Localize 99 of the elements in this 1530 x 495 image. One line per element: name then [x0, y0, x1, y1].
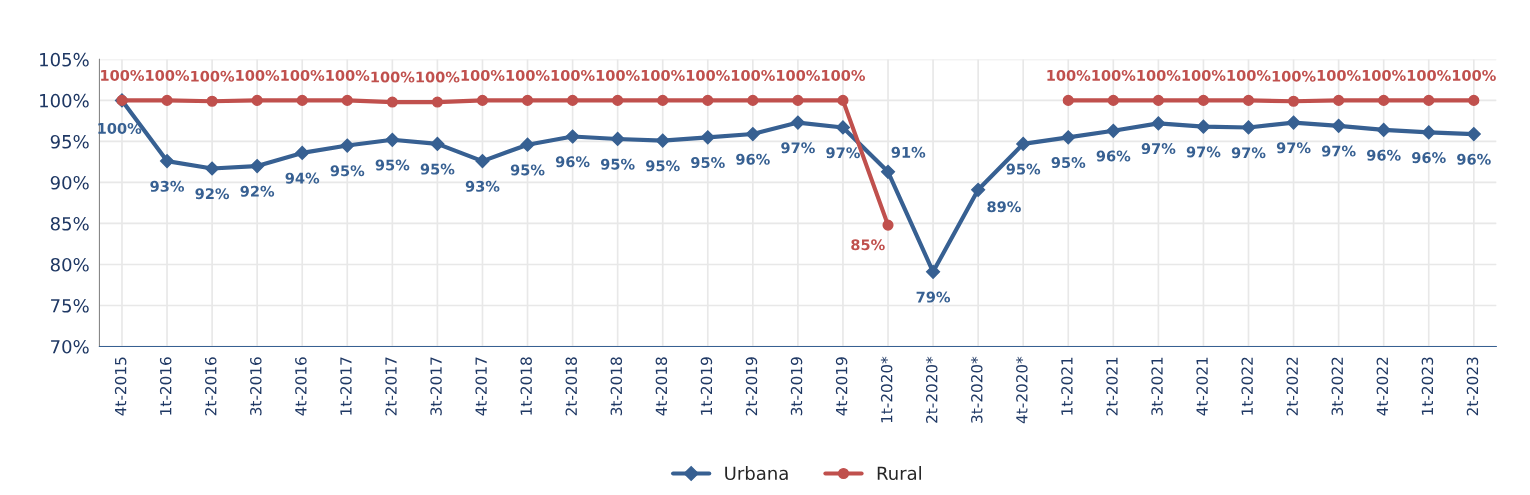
- data-label: 95%: [600, 158, 635, 170]
- x-tick-label: 4t-2021: [1196, 357, 1208, 416]
- data-label: 97%: [1231, 147, 1266, 159]
- data-label: 97%: [1321, 145, 1356, 157]
- data-label: 96%: [1096, 150, 1131, 162]
- data-label: 100%: [506, 69, 550, 81]
- data-label: 92%: [195, 188, 230, 200]
- x-tick-label: 3t-2016: [250, 357, 262, 416]
- y-tick-label: 85%: [50, 216, 89, 231]
- legend-label: Urbana: [725, 466, 788, 481]
- x-tick-label: 4t-2022: [1376, 357, 1389, 416]
- x-tick-label: 1t-2019: [700, 357, 713, 415]
- x-tick-label: 3t-2019: [790, 357, 803, 416]
- x-tick-label: 2t-2019: [745, 357, 758, 416]
- x-tick-label: 1t-2018: [520, 357, 532, 415]
- data-label: 100%: [1092, 69, 1136, 81]
- data-label: 97%: [1276, 142, 1311, 154]
- data-label: 95%: [646, 160, 680, 172]
- data-label: 97%: [826, 147, 860, 159]
- x-tick-label: 2t-2018: [565, 357, 578, 416]
- y-tick-label: 75%: [51, 298, 89, 313]
- data-label: 100%: [641, 69, 685, 81]
- x-tick-label: 3t-2020*: [971, 356, 983, 423]
- data-label: 95%: [1051, 157, 1086, 169]
- data-label: 97%: [1141, 143, 1176, 155]
- data-label: 92%: [240, 185, 275, 197]
- x-tick-label: 2t-2020*: [925, 356, 938, 423]
- x-tick-label: 1t-2016: [159, 357, 172, 415]
- data-label: 100%: [1227, 69, 1271, 81]
- data-label: 96%: [1366, 149, 1401, 161]
- data-label: 100%: [1362, 69, 1406, 81]
- data-label: 95%: [1006, 163, 1041, 175]
- data-label: 96%: [555, 156, 590, 168]
- x-tick-label: 1t-2021: [1061, 357, 1073, 415]
- x-tick-label: 3t-2018: [610, 357, 623, 416]
- data-label: 96%: [736, 153, 770, 165]
- data-label: 91%: [891, 146, 926, 158]
- data-label: 95%: [691, 157, 725, 169]
- data-label: 93%: [465, 180, 500, 192]
- data-label: 89%: [987, 201, 1021, 213]
- data-label: 100%: [101, 69, 145, 81]
- data-label: 95%: [510, 164, 545, 176]
- y-tick-label: 70%: [51, 339, 89, 354]
- data-label: 97%: [1186, 146, 1221, 158]
- x-tick-label: 1t-2023: [1421, 357, 1434, 415]
- x-tick-label: 3t-2022: [1331, 357, 1344, 416]
- data-label: 100%: [191, 70, 235, 82]
- x-tick-label: 1t-2022: [1241, 357, 1253, 415]
- x-tick-label: 4t-2020*: [1016, 356, 1028, 424]
- data-label: 100%: [822, 69, 866, 81]
- data-label: 100%: [1047, 69, 1091, 81]
- data-label: 100%: [281, 69, 325, 81]
- data-label: 100%: [731, 69, 775, 81]
- x-tick-label: 4t-2017: [475, 357, 487, 416]
- data-label: 100%: [1407, 69, 1451, 81]
- data-label: 100%: [146, 69, 190, 81]
- x-tick-label: 4t-2018: [655, 357, 668, 416]
- data-label: 100%: [1182, 69, 1226, 81]
- y-tick-label: 105%: [40, 52, 89, 67]
- x-tick-label: 2t-2017: [385, 357, 397, 416]
- data-label: 100%: [236, 69, 280, 81]
- data-label: 100%: [1272, 70, 1316, 82]
- data-label: 79%: [916, 291, 951, 303]
- y-tick-label: 90%: [50, 175, 89, 190]
- data-label: 100%: [326, 69, 370, 81]
- data-label: 96%: [1412, 152, 1446, 164]
- data-label: 100%: [551, 69, 595, 81]
- data-label: 95%: [420, 163, 455, 175]
- data-label: 100%: [1317, 69, 1361, 81]
- data-label: 94%: [285, 172, 320, 184]
- x-tick-label: 2t-2021: [1106, 357, 1118, 416]
- data-label: 100%: [371, 71, 415, 83]
- data-label: 100%: [777, 69, 820, 81]
- data-label: 100%: [596, 69, 640, 81]
- legend-label: Rural: [877, 466, 921, 481]
- x-tick-label: 3t-2021: [1151, 357, 1163, 416]
- x-tick-label: 3t-2017: [430, 357, 442, 416]
- x-tick-label: 4t-2016: [295, 357, 307, 416]
- x-tick-label: 1t-2017: [340, 357, 352, 415]
- x-tick-label: 4t-2019: [835, 357, 848, 416]
- data-label: 93%: [150, 180, 185, 192]
- y-tick-label: 100%: [40, 93, 89, 108]
- x-tick-label: 1t-2020*: [880, 356, 893, 423]
- data-label: 100%: [416, 71, 460, 83]
- data-label: 100%: [686, 69, 730, 81]
- data-label: 100%: [1137, 69, 1181, 81]
- data-label: 97%: [781, 142, 815, 154]
- data-label: 95%: [375, 159, 410, 171]
- y-tick-label: 95%: [50, 134, 89, 149]
- x-tick-label: 2t-2016: [204, 357, 217, 416]
- x-tick-label: 4t-2015: [114, 357, 127, 416]
- y-tick-label: 80%: [50, 257, 89, 272]
- data-label: 95%: [330, 165, 365, 177]
- data-label: 100%: [1452, 69, 1496, 81]
- data-label: 100%: [461, 69, 505, 81]
- x-tick-label: 2t-2022: [1286, 357, 1298, 416]
- x-tick-label: 2t-2023: [1466, 357, 1479, 416]
- data-label: 96%: [1457, 153, 1491, 165]
- data-label: 85%: [851, 239, 885, 251]
